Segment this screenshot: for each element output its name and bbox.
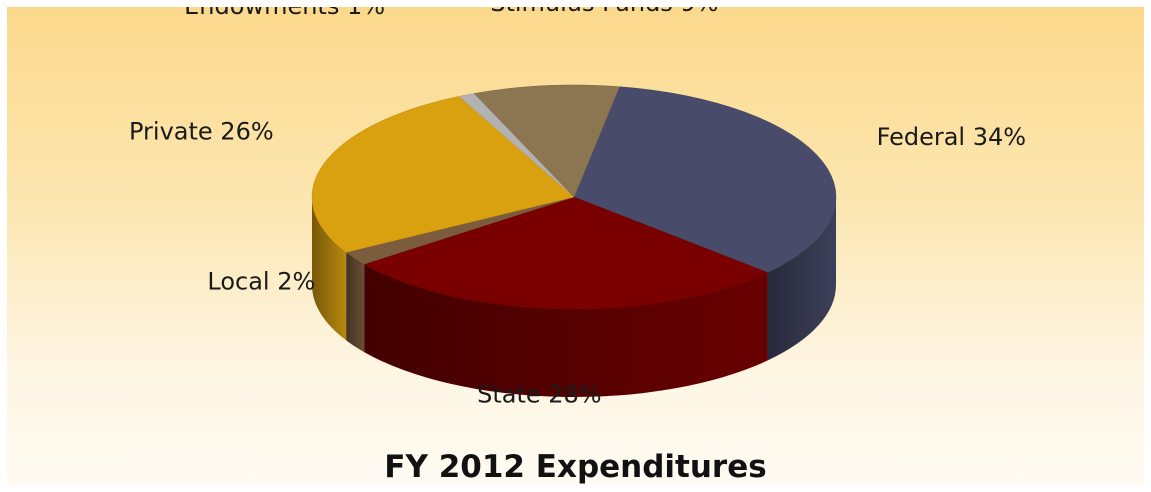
- pie-chart: Federal 34% State 28% Local 2% Private 26% E…: [129, 7, 1026, 409]
- pie-slice: [573, 86, 837, 273]
- pie-slice: [473, 84, 620, 198]
- pie-slice-side: [312, 197, 347, 341]
- slice-label: Stimulus Funds 9%: [490, 7, 718, 17]
- slice-labels: Federal 34% State 28% Local 2% Private 26% E…: [129, 7, 1026, 409]
- chart-panel: Federal 34% State 28% Local 2% Private 26% E…: [7, 7, 1144, 485]
- slice-label: Federal 34%: [877, 123, 1026, 151]
- pie-slice-side: [346, 252, 365, 353]
- slice-label: Endowments 1%: [184, 7, 385, 20]
- chart-title: FY 2012 Expenditures: [384, 449, 767, 485]
- pie-slices: [311, 84, 837, 397]
- slice-label: Private 26%: [129, 117, 274, 145]
- pie-slice: [363, 196, 769, 310]
- pie-slice-side: [767, 197, 836, 361]
- pie-slice-side: [364, 264, 768, 397]
- pie-slice: [311, 96, 575, 253]
- slice-label: State 28%: [477, 381, 602, 409]
- slice-label: Local 2%: [207, 267, 315, 295]
